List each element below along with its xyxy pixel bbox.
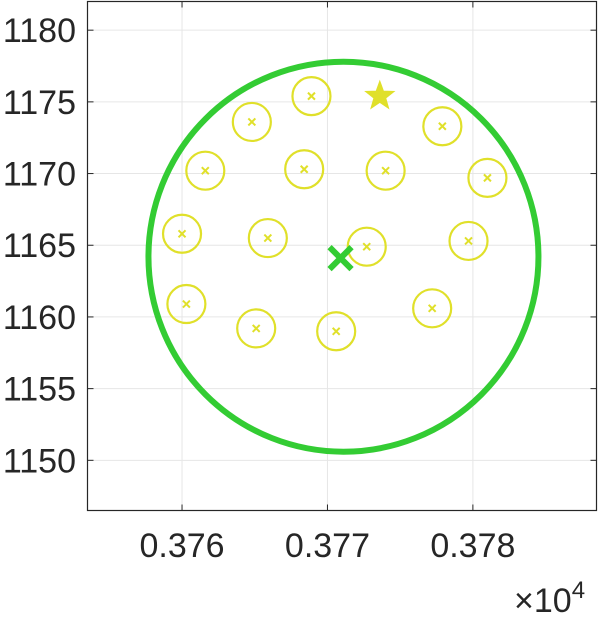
point-x-marker [263,233,273,243]
point-x-marker [427,304,437,313]
y-tick-label: 1165 [3,227,76,265]
data-point [236,308,277,349]
y-axis: 1150 1155 1160 1165 1170 1175 1180 [3,12,597,480]
x-exponent-label: ×104 [514,577,585,617]
y-tick-label: 1150 [3,442,76,480]
point-x-marker [362,242,371,251]
data-point [467,157,508,198]
data-point [316,311,357,352]
x-tick-label: 0.378 [430,527,515,565]
point-ring [166,283,207,325]
center-x-marker [327,245,354,272]
data-point [161,213,203,254]
y-tick-label: 1180 [3,12,76,50]
data-point [247,217,288,259]
point-ring [161,213,203,254]
points-layer [161,76,508,352]
point-ring [448,220,489,262]
data-point [346,226,387,267]
point-x-marker [247,117,257,127]
x-exponent-base: ×10 [514,582,572,617]
point-x-marker [177,229,187,238]
point-x-marker [331,327,341,336]
point-x-marker [201,166,210,175]
boundary-layer [145,58,542,455]
point-ring [291,76,332,117]
data-point [365,150,406,191]
highlight-star-marker [364,79,396,110]
x-axis: 0.376 0.377 0.378 [139,1,515,565]
boundary-circle [145,58,542,455]
point-ring [236,308,277,349]
point-ring [467,157,508,198]
data-point [185,150,226,191]
point-ring [346,226,387,267]
point-x-marker [299,165,309,174]
data-point [291,76,332,117]
x-tick-label: 0.377 [285,527,370,565]
y-tick-label: 1170 [3,156,76,194]
marker-layer [327,79,396,272]
point-ring [316,311,357,352]
point-ring [412,288,453,329]
point-ring [365,150,406,191]
point-ring [284,149,325,190]
x-exponent-power: 4 [572,577,585,604]
point-x-marker [307,91,316,101]
point-x-marker [464,236,473,246]
y-tick-label: 1175 [3,84,76,122]
data-point [448,220,489,262]
point-ring [185,150,226,191]
data-point [412,288,453,329]
point-ring [231,101,272,143]
point-x-marker [381,166,390,175]
point-x-marker [251,324,261,333]
y-tick-label: 1160 [3,299,76,337]
axes-frame [86,0,598,512]
data-point [284,149,325,190]
x-tick-label: 0.376 [139,527,224,565]
point-x-marker [483,173,492,183]
y-tick-label: 1155 [3,371,76,409]
point-x-marker [182,299,191,309]
point-x-marker [438,122,447,131]
data-point [231,101,272,143]
point-ring [422,106,463,147]
data-point [166,283,207,325]
point-ring [247,217,288,259]
data-point [422,106,463,147]
